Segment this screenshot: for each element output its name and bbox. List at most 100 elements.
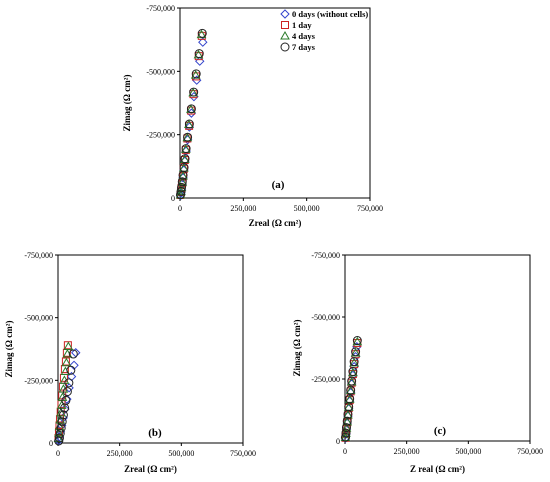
x-tick-label: 500,000 xyxy=(455,447,481,456)
data-point xyxy=(345,394,355,404)
panel-label: (c) xyxy=(434,425,447,437)
y-axis-label: Zimag (Ω cm²) xyxy=(122,75,132,132)
data-point xyxy=(176,190,186,200)
data-point xyxy=(189,87,199,97)
data-point xyxy=(347,376,357,386)
series xyxy=(54,349,78,446)
y-tick-label: 0 xyxy=(171,194,175,203)
x-tick-label: 750,000 xyxy=(230,449,256,458)
data-point xyxy=(198,37,208,47)
x-tick-label: 0 xyxy=(178,204,182,213)
data-point xyxy=(341,428,351,437)
data-point xyxy=(176,186,186,196)
data-point xyxy=(191,69,201,79)
y-tick-label: 0 xyxy=(49,439,53,448)
data-point xyxy=(69,360,79,371)
data-point xyxy=(61,357,72,367)
data-point xyxy=(57,417,67,427)
data-point xyxy=(56,423,66,433)
data-point xyxy=(340,432,350,442)
data-point xyxy=(54,433,64,443)
data-point xyxy=(346,385,356,395)
y-tick-label: -500,000 xyxy=(311,313,340,322)
data-point xyxy=(184,119,194,129)
x-tick-label: 0 xyxy=(343,447,347,456)
data-point xyxy=(197,28,207,38)
x-tick-label: 250,000 xyxy=(230,204,256,213)
data-point xyxy=(68,349,78,359)
data-point xyxy=(348,367,358,377)
x-axis-label: Zreal (Ω cm²) xyxy=(124,464,177,474)
panel-label: (a) xyxy=(272,179,285,191)
x-tick-label: 750,000 xyxy=(357,204,383,213)
chart-panel: 0 250,000 500,000 750,000 0 -250,000 -500,000 -… xyxy=(4,251,256,474)
plot-frame xyxy=(344,254,531,442)
data-point xyxy=(345,385,356,395)
plot-frame xyxy=(57,254,244,444)
chart-panel: 0 250,000 500,000 750,000 0 -250,000 -500,000 -… xyxy=(292,251,543,474)
data-point xyxy=(63,341,74,350)
data-point xyxy=(341,428,351,438)
data-point xyxy=(66,371,77,382)
data-point xyxy=(60,366,71,376)
x-axis-label: Zreal (Ω cm²) xyxy=(249,218,302,228)
data-point xyxy=(55,414,66,424)
data-point xyxy=(349,357,359,367)
data-point xyxy=(71,348,81,358)
x-tick-label: 500,000 xyxy=(294,204,320,213)
x-tick-label: 0 xyxy=(56,449,60,458)
data-point xyxy=(351,347,361,357)
plot-frame xyxy=(179,7,371,199)
series xyxy=(340,336,362,442)
y-tick-label: 0 xyxy=(336,437,340,446)
data-point xyxy=(352,336,362,346)
data-point xyxy=(194,49,204,59)
data-point xyxy=(58,410,68,420)
legend-label: 0 days (without cells) xyxy=(292,9,368,19)
data-point xyxy=(54,427,64,437)
x-tick-label: 250,000 xyxy=(394,447,420,456)
x-tick-label: 250,000 xyxy=(107,449,133,458)
legend-label: 1 day xyxy=(292,20,312,30)
x-tick-label: 750,000 xyxy=(517,447,543,456)
data-point xyxy=(56,400,67,409)
y-axis-label: Zimag (Ω cm²) xyxy=(292,320,302,377)
data-point xyxy=(342,416,352,426)
panel-label: (b) xyxy=(148,427,162,439)
legend-marker xyxy=(281,21,289,29)
y-tick-label: -750,000 xyxy=(146,4,175,13)
y-axis-label: Zimag (Ω cm²) xyxy=(4,321,14,378)
data-point xyxy=(66,365,76,375)
data-point xyxy=(64,378,74,388)
y-tick-label: -750,000 xyxy=(311,251,340,260)
data-point xyxy=(62,387,72,397)
x-axis-label: Z real (Ω cm²) xyxy=(410,464,465,474)
chart-panel: 0 250,000 500,000 750,000 0 -250,000 -500,000 -… xyxy=(122,4,383,228)
data-point xyxy=(177,182,187,192)
legend-label: 4 days xyxy=(292,31,316,41)
data-point xyxy=(343,409,353,419)
legend-label: 7 days xyxy=(292,42,316,52)
data-point xyxy=(341,429,351,439)
legend-marker xyxy=(280,42,290,52)
y-tick-label: -250,000 xyxy=(24,376,53,385)
data-point xyxy=(186,104,196,114)
data-point xyxy=(183,132,193,142)
y-tick-label: -500,000 xyxy=(24,314,53,323)
data-point xyxy=(341,423,352,432)
legend-marker xyxy=(280,30,290,40)
x-tick-label: 500,000 xyxy=(168,449,194,458)
data-point xyxy=(179,163,189,173)
y-tick-label: -750,000 xyxy=(24,251,53,260)
data-point xyxy=(56,407,66,417)
y-tick-label: -250,000 xyxy=(146,131,175,140)
y-tick-label: -250,000 xyxy=(311,375,340,384)
data-point xyxy=(61,395,71,405)
y-tick-label: -500,000 xyxy=(146,67,175,76)
data-point xyxy=(344,394,355,403)
data-point xyxy=(180,154,190,164)
series xyxy=(176,28,207,200)
data-point xyxy=(61,357,70,366)
